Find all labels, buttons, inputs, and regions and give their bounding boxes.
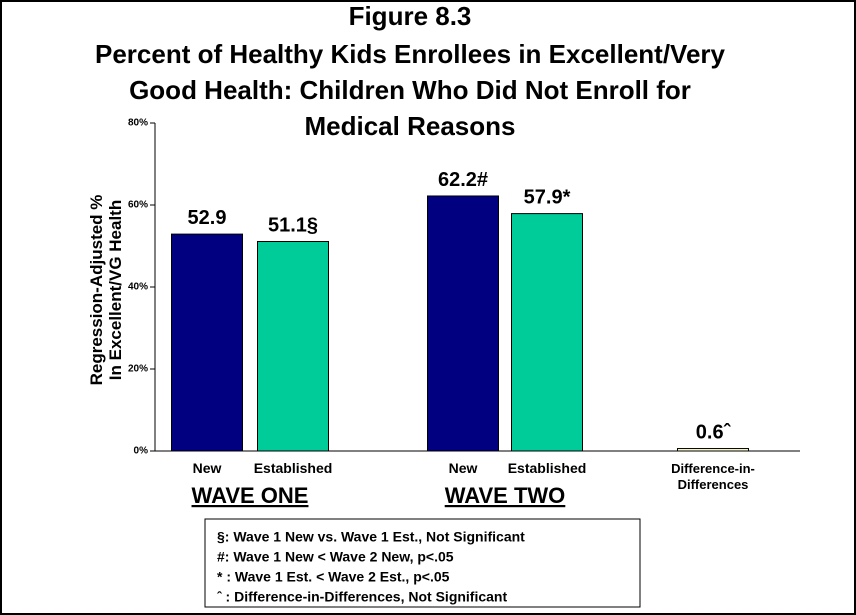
y-axis-label: Regression-Adjusted % [87,195,106,386]
chart-title: Medical Reasons [305,111,516,141]
value-label: 51.1§ [268,214,318,236]
y-axis-label: In Excellent/VG Health [106,200,125,380]
x-tick-label: Established [254,460,333,476]
group-label: WAVE TWO [445,483,566,508]
chart-title: Percent of Healthy Kids Enrollees in Exc… [95,39,726,69]
note: ˆ : Difference-in-Differences, Not Signi… [217,589,507,605]
y-tick-label: 40% [128,282,148,293]
y-tick-label: 80% [128,118,148,129]
x-tick-label: New [449,460,478,476]
x-tick-label-line: Difference-in- [671,461,755,476]
value-label: 0.6ˆ [696,422,732,444]
note: * : Wave 1 Est. < Wave 2 Est., p<.05 [217,569,450,585]
chart-title: Good Health: Children Who Did Not Enroll… [129,75,691,105]
y-tick-label: 20% [128,364,148,375]
value-label: 57.9* [524,187,571,209]
y-tick-label: 0% [134,446,149,457]
chart-title: Figure 8.3 [349,1,472,31]
bar [257,240,329,452]
group-label: WAVE ONE [192,483,309,508]
value-label: 52.9 [188,207,227,229]
value-label: 62.2# [438,169,488,191]
bar [427,195,499,452]
x-tick-label: Difference-in-Differences [671,461,755,492]
notes-box [204,518,641,608]
bar [171,233,243,452]
x-tick-label-line: Differences [678,477,749,492]
note: §: Wave 1 New vs. Wave 1 Est., Not Signi… [217,529,525,545]
note: #: Wave 1 New < Wave 2 New, p<.05 [217,549,454,565]
bar [677,448,749,452]
y-tick-label: 60% [128,200,148,211]
bar [511,213,583,452]
x-tick-label: Established [508,460,587,476]
x-tick-label: New [193,460,222,476]
